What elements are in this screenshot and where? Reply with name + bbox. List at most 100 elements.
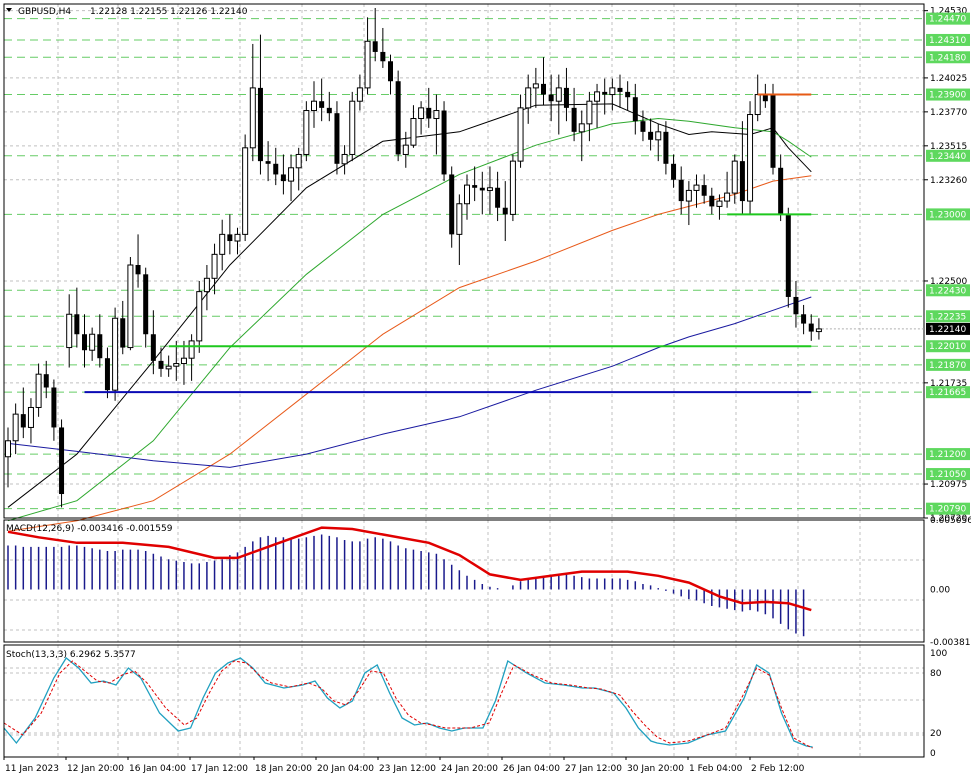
candle-body-bear[interactable] [778, 167, 784, 215]
candle-body-bull[interactable] [234, 233, 241, 242]
candle-body-bear[interactable] [441, 110, 447, 175]
candle-body-bull[interactable] [402, 144, 409, 155]
candle-body-bull[interactable] [410, 118, 417, 146]
macd-pane[interactable]: 0.005056 0.00 -0.003819 [7, 516, 971, 648]
candle-body-bull[interactable] [303, 110, 310, 155]
candle-body-bull[interactable] [578, 123, 585, 133]
candle-body-bull[interactable] [456, 203, 463, 235]
candle-body-bear[interactable] [426, 107, 432, 119]
candle-body-bear[interactable] [372, 41, 378, 52]
candle-body-bear[interactable] [625, 91, 631, 98]
candle-body-bull[interactable] [219, 233, 226, 255]
candle-body-bull[interactable] [89, 333, 96, 351]
candle-body-bull[interactable] [288, 167, 295, 182]
candle-body-bull[interactable] [693, 184, 700, 191]
symbol-dropdown-icon[interactable] [6, 8, 12, 12]
candle-body-bull[interactable] [747, 114, 754, 202]
candle-body-bull[interactable] [211, 253, 218, 279]
candle-body-bear[interactable] [602, 91, 608, 95]
candle-body-bear[interactable] [227, 234, 233, 242]
candle-body-bull[interactable] [242, 147, 249, 235]
candle-body-bear[interactable] [135, 264, 141, 275]
candle-body-bear[interactable] [472, 185, 478, 188]
candle-body-bear[interactable] [678, 179, 684, 202]
candle-body-bear[interactable] [762, 94, 768, 102]
candle-body-bull[interactable] [555, 87, 562, 102]
candle-body-bear[interactable] [257, 87, 263, 162]
candle-body-bull[interactable] [180, 357, 187, 365]
candle-body-bear[interactable] [701, 185, 707, 196]
candle-body-bear[interactable] [571, 107, 577, 132]
candle-body-bull[interactable] [486, 187, 493, 191]
candle-body-bull[interactable] [716, 200, 723, 207]
candle-body-bear[interactable] [648, 131, 654, 140]
candle-body-bull[interactable] [66, 313, 73, 349]
candle-body-bull[interactable] [731, 160, 738, 194]
macd-signal-line[interactable] [7, 526, 812, 612]
candle-body-bull[interactable] [249, 87, 256, 149]
candle-body-bull[interactable] [815, 328, 822, 333]
candle-body-bull[interactable] [356, 87, 363, 102]
candle-body-bear[interactable] [793, 296, 799, 315]
candle-body-bull[interactable] [724, 192, 731, 202]
candle-body-bull[interactable] [609, 87, 616, 96]
candle-body-bear[interactable] [770, 94, 776, 168]
stochastic-pane[interactable]: 100 80 20 0 [3, 649, 947, 759]
candle-body-bear[interactable] [739, 161, 745, 202]
candle-body-bear[interactable] [158, 360, 164, 369]
candle-body-bear[interactable] [808, 323, 814, 332]
candle-body-bear[interactable] [265, 161, 271, 164]
candle-body-bear[interactable] [150, 334, 156, 361]
candle-body-bull[interactable] [165, 365, 172, 370]
candle-body-bear[interactable] [495, 187, 501, 208]
candle-body-bull[interactable] [295, 153, 302, 169]
candle-body-bear[interactable] [801, 314, 807, 324]
candle-body-bear[interactable] [326, 107, 332, 114]
candle-body-bull[interactable] [12, 413, 19, 442]
candle-body-bear[interactable] [671, 163, 677, 180]
candle-body-bear[interactable] [97, 334, 103, 359]
candle-body-bull[interactable] [127, 264, 134, 349]
candle-body-bear[interactable] [640, 121, 646, 132]
candle-body-bull[interactable] [525, 87, 532, 109]
candle-body-bear[interactable] [82, 334, 87, 351]
candle-body-bear[interactable] [143, 274, 149, 335]
stoch-main-line[interactable] [3, 657, 813, 748]
candle-body-bull[interactable] [112, 317, 119, 391]
candlestick-series[interactable] [5, 7, 822, 508]
candle-body-bear[interactable] [388, 61, 393, 82]
candle-body-bear[interactable] [74, 314, 80, 335]
candle-body-bull[interactable] [188, 340, 195, 359]
candle-body-bear[interactable] [563, 87, 569, 108]
candle-body-bull[interactable] [685, 189, 692, 202]
candle-body-bear[interactable] [617, 87, 623, 92]
candle-body-bear[interactable] [59, 427, 65, 495]
candle-body-bull[interactable] [754, 94, 761, 116]
candle-body-bear[interactable] [280, 174, 286, 182]
candle-body-bear[interactable] [479, 187, 485, 191]
candle-body-bull[interactable] [594, 91, 601, 102]
candle-body-bear[interactable] [43, 374, 49, 388]
candle-body-bear[interactable] [51, 387, 57, 428]
candle-body-bear[interactable] [663, 131, 669, 164]
candle-body-bear[interactable] [319, 101, 325, 108]
candle-body-bear[interactable] [334, 113, 340, 164]
candle-body-bull[interactable] [532, 83, 539, 89]
candle-body-bull[interactable] [655, 131, 662, 141]
candle-body-bull[interactable] [586, 100, 593, 125]
candle-body-bear[interactable] [120, 318, 126, 348]
candle-body-bear[interactable] [20, 414, 26, 428]
candle-body-bear[interactable] [104, 358, 110, 391]
candle-body-bear[interactable] [709, 195, 715, 207]
candle-body-bear[interactable] [273, 163, 279, 175]
candle-body-bull[interactable] [464, 184, 470, 205]
candle-body-bull[interactable] [341, 153, 348, 165]
candle-body-bull[interactable] [173, 363, 180, 367]
candle-body-bull[interactable] [196, 291, 203, 342]
candle-body-bear[interactable] [449, 174, 455, 235]
candle-body-bear[interactable] [380, 51, 386, 62]
candle-body-bear[interactable] [785, 214, 791, 297]
candle-body-bull[interactable] [418, 107, 425, 120]
candle-body-bull[interactable] [203, 277, 210, 293]
